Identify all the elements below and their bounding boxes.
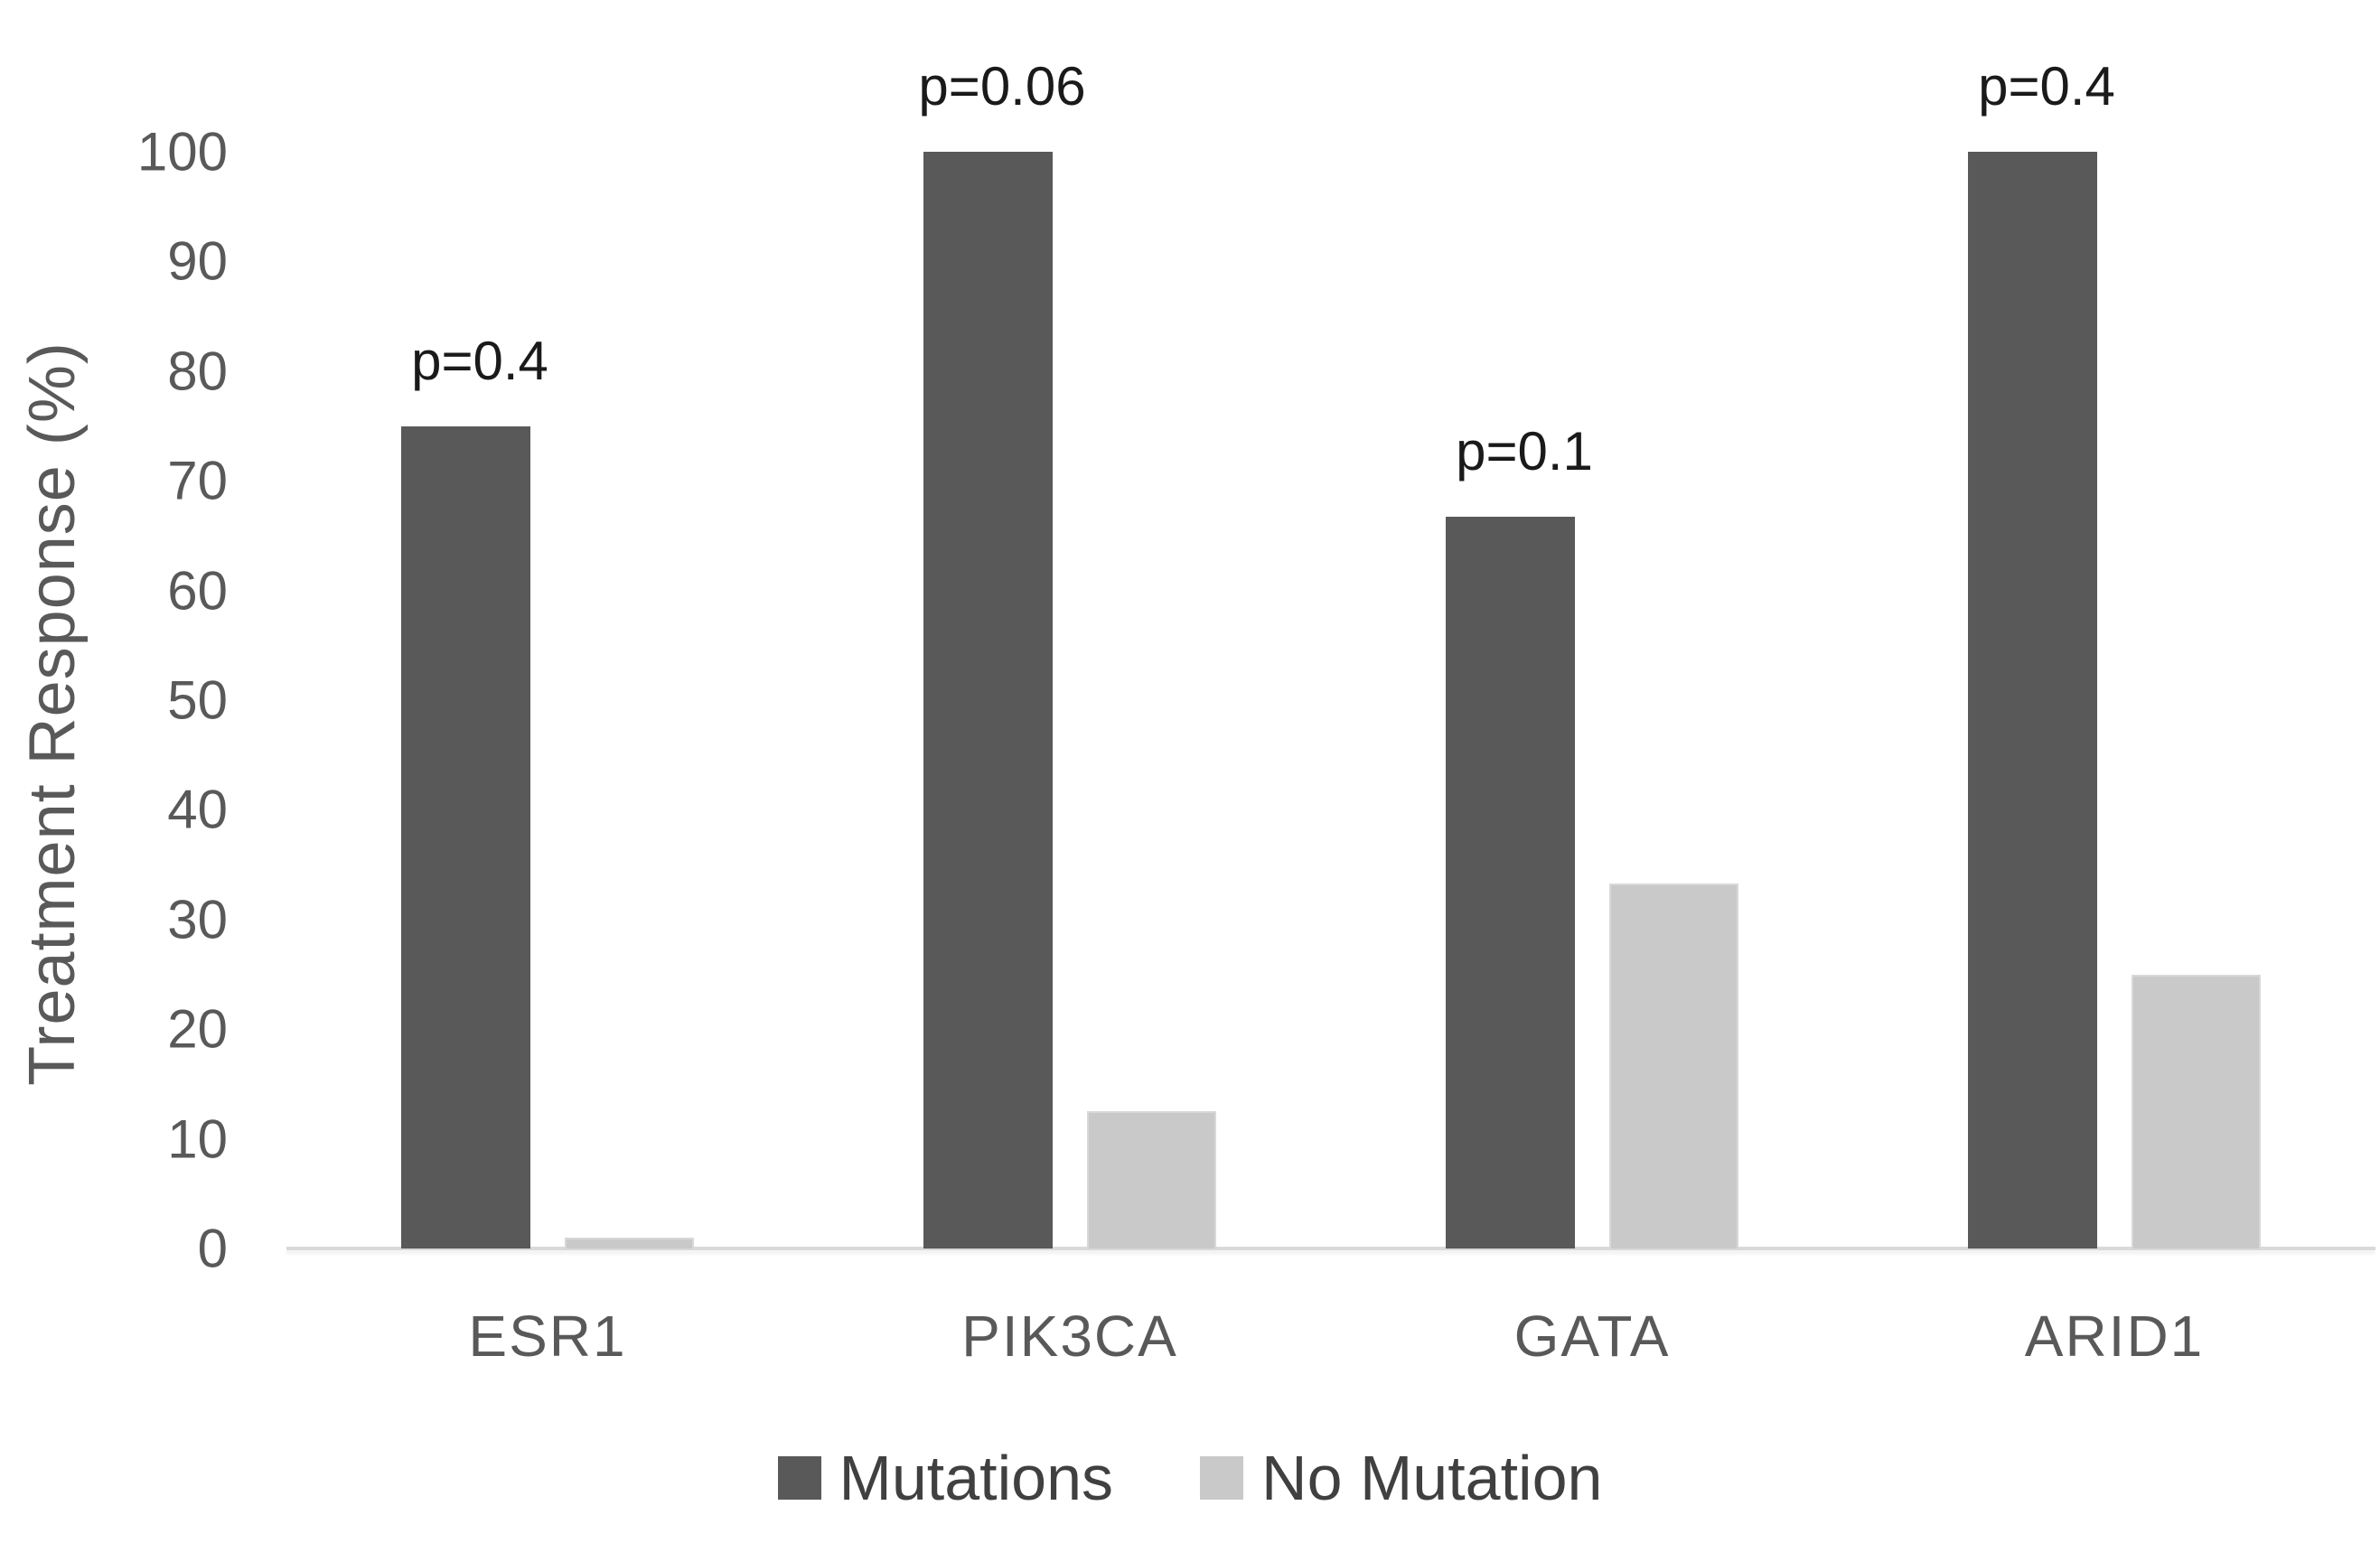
bar-no-mutation-pik3ca	[1087, 1111, 1216, 1248]
p-value-label-pik3ca: p=0.06	[918, 56, 1086, 117]
legend-item-mutations: Mutations	[777, 1442, 1114, 1514]
x-label-esr1: ESR1	[468, 1304, 627, 1369]
y-tick-70: 70	[167, 450, 228, 511]
y-tick-20: 20	[167, 998, 228, 1060]
bar-group-pik3ca: p=0.06	[809, 56, 1331, 1248]
y-tick-90: 90	[167, 230, 228, 292]
bar-group-esr1: p=0.4	[286, 152, 809, 1248]
y-axis-title: Treatment Response (%)	[16, 341, 89, 1086]
p-value-label-gata: p=0.1	[1456, 421, 1593, 482]
p-value-label-esr1: p=0.4	[411, 330, 548, 391]
bar-mutations-pik3ca	[923, 152, 1053, 1248]
bar-mutations-gata	[1446, 517, 1575, 1248]
bar-no-mutation-arid1	[2132, 974, 2261, 1248]
y-tick-50: 50	[167, 669, 228, 731]
legend-swatch-no-mutation	[1200, 1456, 1244, 1500]
plot-area: 0 10 20 30 40 50 60 70 80 90 100 p=0.4 p=0.06 p=0.1 p…	[137, 56, 2375, 1279]
y-tick-30: 30	[167, 889, 228, 950]
x-label-arid1: ARID1	[2024, 1304, 2205, 1369]
bar-no-mutation-esr1	[565, 1237, 694, 1248]
x-label-gata: GATA	[1513, 1304, 1671, 1369]
legend: Mutations No Mutation	[0, 1442, 2380, 1514]
y-tick-60: 60	[167, 560, 228, 622]
bar-group-arid1: p=0.4	[1853, 56, 2375, 1248]
bar-mutations-arid1	[1968, 152, 2097, 1248]
bar-no-mutation-gata	[1609, 883, 1738, 1248]
y-tick-40: 40	[167, 779, 228, 840]
x-axis-labels: ESR1 PIK3CA GATA ARID1	[286, 1303, 2375, 1370]
legend-label-mutations: Mutations	[839, 1443, 1114, 1513]
y-tick-10: 10	[167, 1108, 228, 1170]
x-axis-line	[286, 1247, 2375, 1250]
legend-swatch-mutations	[777, 1456, 821, 1500]
bar-groups: p=0.4 p=0.06 p=0.1 p=0.4	[286, 56, 2375, 1248]
bar-group-gata: p=0.1	[1331, 152, 1853, 1248]
y-tick-80: 80	[167, 341, 228, 402]
y-tick-100: 100	[136, 121, 228, 182]
bar-mutations-esr1	[401, 425, 530, 1248]
y-tick-0: 0	[197, 1218, 228, 1279]
legend-item-no-mutation: No Mutation	[1200, 1442, 1602, 1514]
legend-label-no-mutation: No Mutation	[1261, 1443, 1603, 1513]
p-value-label-arid1: p=0.4	[1978, 56, 2115, 117]
x-label-pik3ca: PIK3CA	[961, 1304, 1178, 1369]
